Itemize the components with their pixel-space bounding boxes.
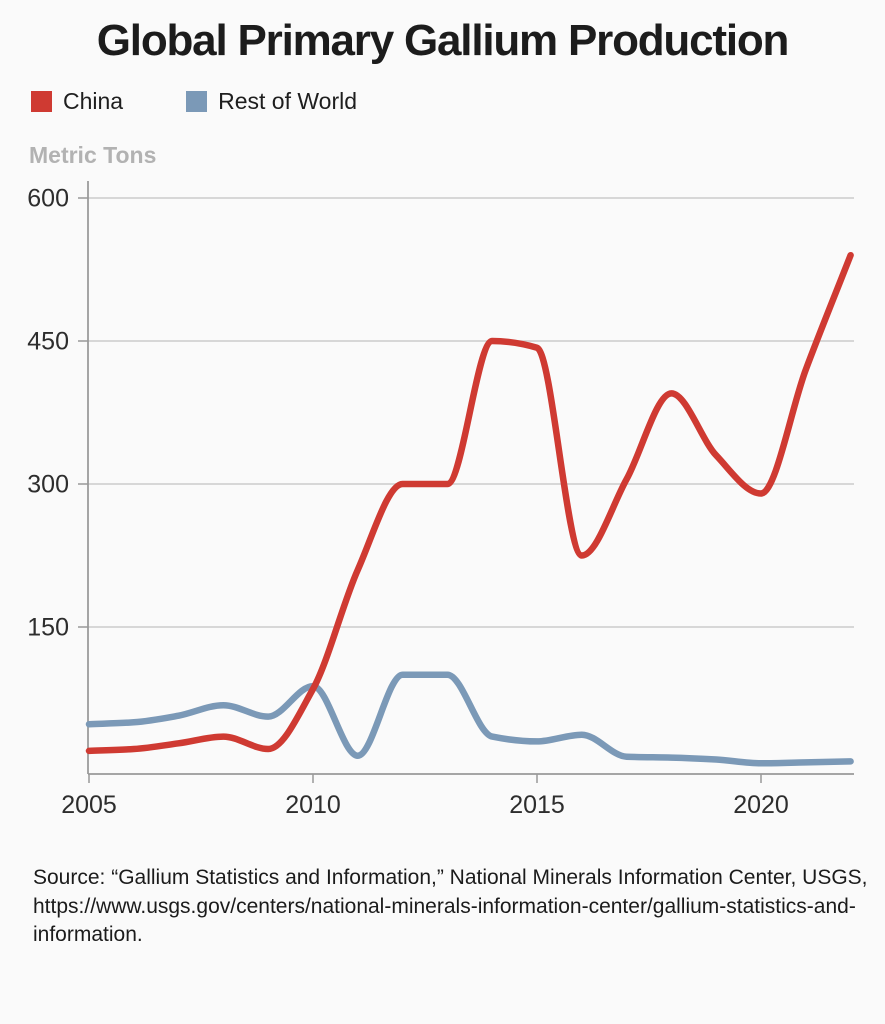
- source-line: information.: [33, 923, 143, 946]
- china-line: [85, 251, 854, 755]
- y-tick-label: 600: [27, 185, 69, 213]
- legend-item-rest-of-world: Rest of World: [186, 88, 357, 115]
- rest-of-world-legend-swatch: [186, 91, 208, 112]
- y-tick-label: 300: [27, 471, 69, 499]
- y-tick-label: 150: [27, 614, 69, 642]
- legend-item-china: China: [31, 88, 123, 115]
- y-tick-label: 450: [27, 328, 69, 356]
- legend: China Rest of World: [31, 88, 357, 115]
- rest-of-world-legend-label: Rest of World: [218, 88, 358, 114]
- x-tick-label: 2015: [509, 791, 565, 819]
- source-note: Source: “Gallium Statistics and Informat…: [33, 864, 873, 950]
- china-legend-label: China: [63, 88, 124, 114]
- source-line: https://www.usgs.gov/centers/national-mi…: [33, 894, 856, 918]
- x-tick-label: 2005: [61, 791, 117, 819]
- rest-of-world-line: [85, 671, 854, 767]
- china-legend-swatch: [31, 91, 52, 112]
- x-tick-label: 2010: [285, 791, 341, 819]
- chart-title: Global Primary Gallium Production: [96, 16, 790, 65]
- branding-bar: CSIS HIDDEN REACH: [0, 948, 885, 1018]
- source-line: Source: “Gallium Statistics and Informat…: [33, 866, 868, 889]
- y-axis-title: Metric Tons: [29, 142, 157, 168]
- x-tick-label: 2020: [733, 791, 789, 819]
